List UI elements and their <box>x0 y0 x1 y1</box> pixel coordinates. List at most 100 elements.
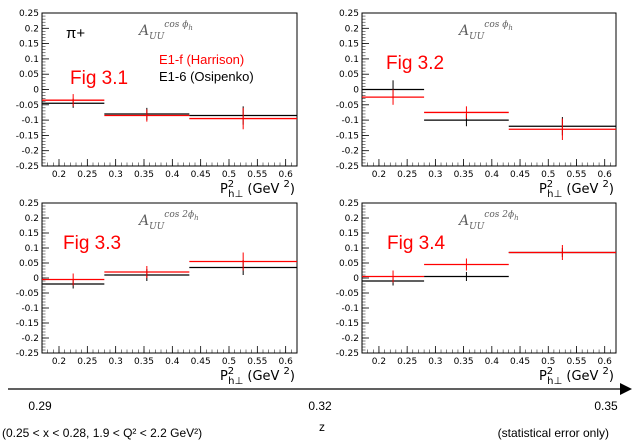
x-axis-title: P2 h⊥ (GeV 2) <box>539 366 614 387</box>
plot-frame <box>41 202 298 354</box>
x-tick-label: 0.5 <box>222 170 236 180</box>
panel-title: AUUcos ϕh <box>137 20 193 42</box>
x-tick-label: 0.4 <box>485 357 500 367</box>
fig-label: Fig 3.1 <box>70 68 128 89</box>
y-tick-label: -0.2 <box>21 334 39 344</box>
y-tick-label: 0 <box>33 274 39 284</box>
x-tick-label: 0.5 <box>541 357 555 367</box>
legend-entry-2: E1-6 (Osipenko) <box>159 69 254 84</box>
y-tick-label: -0.25 <box>336 162 359 172</box>
x-tick-label: 0.55 <box>247 357 267 367</box>
x-tick-label: 0.3 <box>109 170 123 180</box>
y-tick-label: -0.15 <box>16 131 39 141</box>
y-tick-label: -0.25 <box>16 349 39 359</box>
x-tick-label: 0.4 <box>165 357 180 367</box>
y-tick-label: -0.1 <box>21 116 39 126</box>
panel-title: AUUcos 2ϕh <box>457 210 519 232</box>
y-tick-label: -0.1 <box>21 304 39 314</box>
x-tick-label: 0.6 <box>279 170 294 180</box>
series-e1f-harrison <box>42 94 297 130</box>
y-tick-label: 0.25 <box>19 199 39 209</box>
x-tick-label: 0.3 <box>428 170 442 180</box>
y-tick-label: -0.2 <box>21 147 39 157</box>
y-tick-label: 0 <box>353 86 359 96</box>
y-tick-label: 0.2 <box>25 214 39 224</box>
y-tick-label: 0 <box>33 86 39 96</box>
x-tick-label: 0.35 <box>134 170 154 180</box>
x-tick-label: 0.4 <box>165 170 180 180</box>
x-tick-label: 0.35 <box>454 170 474 180</box>
plot-frame <box>361 202 617 354</box>
z-tick-label: 0.29 <box>28 399 52 413</box>
x-tick-label: 0.5 <box>541 170 555 180</box>
x-tick-label: 0.6 <box>598 357 613 367</box>
x-tick-label: 0.25 <box>397 170 417 180</box>
fig-label: Fig 3.3 <box>63 233 121 254</box>
x-tick-label: 0.4 <box>485 170 500 180</box>
panel-title: AUUcos 2ϕh <box>137 210 199 232</box>
y-tick-label: 0.2 <box>345 24 359 34</box>
y-tick-label: -0.25 <box>336 349 359 359</box>
x-axis-title: P2 h⊥ (GeV 2) <box>220 366 295 387</box>
z-axis-title: z <box>319 420 325 434</box>
y-tick-label: -0.2 <box>341 147 359 157</box>
z-axis-arrowhead <box>620 383 632 395</box>
z-axis-strip: 0.29 0.32 0.35 z (0.25 < x < 0.28, 1.9 < Q² … <box>2 383 632 440</box>
x-tick-label: 0.35 <box>454 357 474 367</box>
x-tick-label: 0.2 <box>52 357 66 367</box>
x-tick-label: 0.45 <box>510 170 530 180</box>
y-tick-label: 0.05 <box>339 70 359 80</box>
y-tick-label: 0.05 <box>19 70 39 80</box>
z-tick-label: 0.32 <box>308 399 332 413</box>
x-tick-label: 0.45 <box>191 170 211 180</box>
y-tick-label: 0.1 <box>25 244 39 254</box>
y-tick-label: 0 <box>353 274 359 284</box>
figure-annotations: π+ E1-f (Harrison) E1-6 (Osipenko) <box>66 25 254 84</box>
fig-label: Fig 3.4 <box>387 233 446 254</box>
y-tick-label: 0.15 <box>19 40 39 50</box>
x-tick-label: 0.3 <box>109 357 123 367</box>
x-tick-label: 0.45 <box>510 357 530 367</box>
x-tick-label: 0.6 <box>279 357 294 367</box>
y-tick-label: -0.15 <box>336 319 359 329</box>
x-tick-label: 0.2 <box>52 170 66 180</box>
x-tick-label: 0.6 <box>598 170 613 180</box>
x-tick-label: 0.25 <box>77 170 97 180</box>
fig-label: Fig 3.2 <box>386 53 444 74</box>
x-tick-label: 0.55 <box>566 170 586 180</box>
chart-panel-4: 0.25 0.2 0.15 0.1 0.05 0 -0.05 -0.1 -0.15 -0.2 -0.… <box>336 199 617 387</box>
x-tick-label: 0.35 <box>134 357 154 367</box>
y-tick-label: 0.15 <box>339 40 359 50</box>
x-tick-label: 0.55 <box>566 357 586 367</box>
y-tick-label: 0.05 <box>339 259 359 269</box>
y-tick-label: 0.2 <box>25 24 39 34</box>
x-tick-label: 0.25 <box>77 357 97 367</box>
panel-grid: 0.25 0.2 0.15 0.1 0.05 0 -0.05 -0.1 -0.15 -0.2 -0.… <box>16 9 617 387</box>
chart-panel-2: 0.25 0.2 0.15 0.1 0.05 0 -0.05 -0.1 -0.15 -0.2 -0.… <box>336 9 617 200</box>
x-axis-title: P2 h⊥ (GeV 2) <box>220 179 295 200</box>
y-tick-label: 0.15 <box>19 229 39 239</box>
kinematics-note: (0.25 < x < 0.28, 1.9 < Q² < 2.2 GeV²) <box>2 426 202 440</box>
y-tick-label: -0.25 <box>16 162 39 172</box>
z-tick-label: 0.35 <box>594 399 618 413</box>
y-tick-label: -0.15 <box>16 319 39 329</box>
x-tick-label: 0.3 <box>428 357 442 367</box>
y-tick-label: -0.05 <box>16 289 39 299</box>
series-e1f-harrison <box>362 245 616 283</box>
legend-entry-1: E1-f (Harrison) <box>159 52 244 67</box>
y-tick-label: -0.15 <box>336 131 359 141</box>
x-tick-label: 0.2 <box>372 357 386 367</box>
x-tick-label: 0.45 <box>191 357 211 367</box>
y-tick-label: 0.25 <box>339 199 359 209</box>
x-tick-label: 0.5 <box>222 357 236 367</box>
y-tick-label: 0.15 <box>339 229 359 239</box>
series-e1f-harrison <box>42 252 297 286</box>
y-tick-label: -0.05 <box>336 101 359 111</box>
y-tick-label: 0.1 <box>345 244 359 254</box>
y-tick-label: 0.05 <box>19 259 39 269</box>
y-tick-label: -0.1 <box>341 304 359 314</box>
x-axis-title: P2 h⊥ (GeV 2) <box>539 179 614 200</box>
y-tick-label: 0.2 <box>345 214 359 224</box>
chart-panel-3: 0.25 0.2 0.15 0.1 0.05 0 -0.05 -0.1 -0.15 -0.2 -0.… <box>16 199 298 387</box>
